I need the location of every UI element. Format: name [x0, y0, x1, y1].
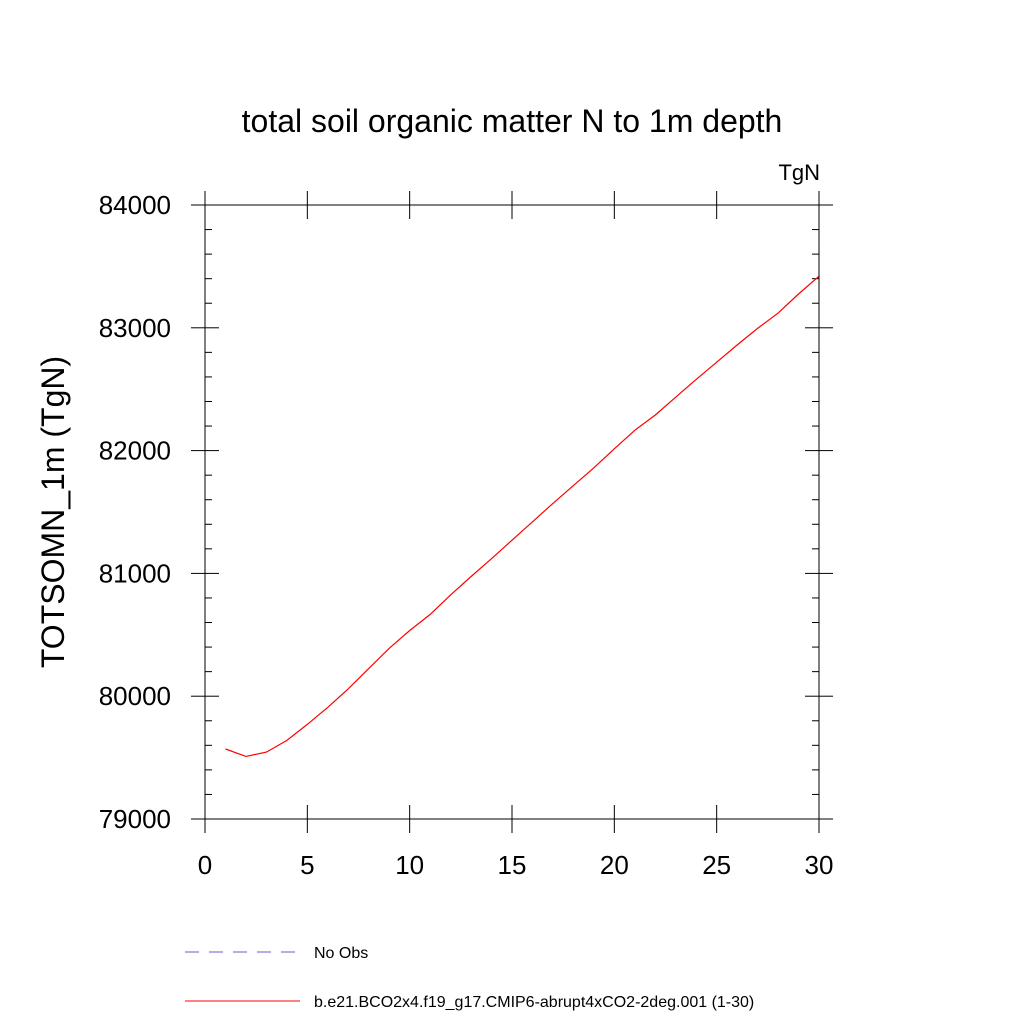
- y-tick-label: 84000: [99, 190, 171, 220]
- y-axis-label: TOTSOMN_1m (TgN): [35, 356, 71, 668]
- x-tick-label: 30: [805, 850, 834, 880]
- x-tick-label: 10: [395, 850, 424, 880]
- units-label: TgN: [778, 160, 820, 185]
- legend-label: b.e21.BCO2x4.f19_g17.CMIP6-abrupt4xCO2-2…: [314, 994, 754, 1011]
- series-line: [225, 275, 820, 758]
- x-tick-label: 0: [198, 850, 212, 880]
- y-tick-label: 79000: [99, 804, 171, 834]
- x-tick-label: 20: [600, 850, 629, 880]
- plot-frame: [204, 204, 820, 820]
- y-tick-label: 82000: [99, 436, 171, 466]
- y-tick-label: 83000: [99, 313, 171, 343]
- y-tick-label: 81000: [99, 558, 171, 588]
- y-axis-ticks: 79000 80000 81000 82000 83000 84000: [99, 190, 833, 834]
- x-tick-label: 5: [300, 850, 314, 880]
- series-layer: [225, 275, 820, 758]
- chart-title: total soil organic matter N to 1m depth: [242, 103, 783, 139]
- x-tick-label: 25: [702, 850, 731, 880]
- legend-label: No Obs: [314, 945, 368, 962]
- x-tick-label: 15: [498, 850, 527, 880]
- x-axis-ticks: 0 5 10 15 20 25 30: [198, 191, 834, 880]
- y-tick-label: 80000: [99, 681, 171, 711]
- legend: No Obs b.e21.BCO2x4.f19_g17.CMIP6-abrupt4…: [185, 945, 754, 1011]
